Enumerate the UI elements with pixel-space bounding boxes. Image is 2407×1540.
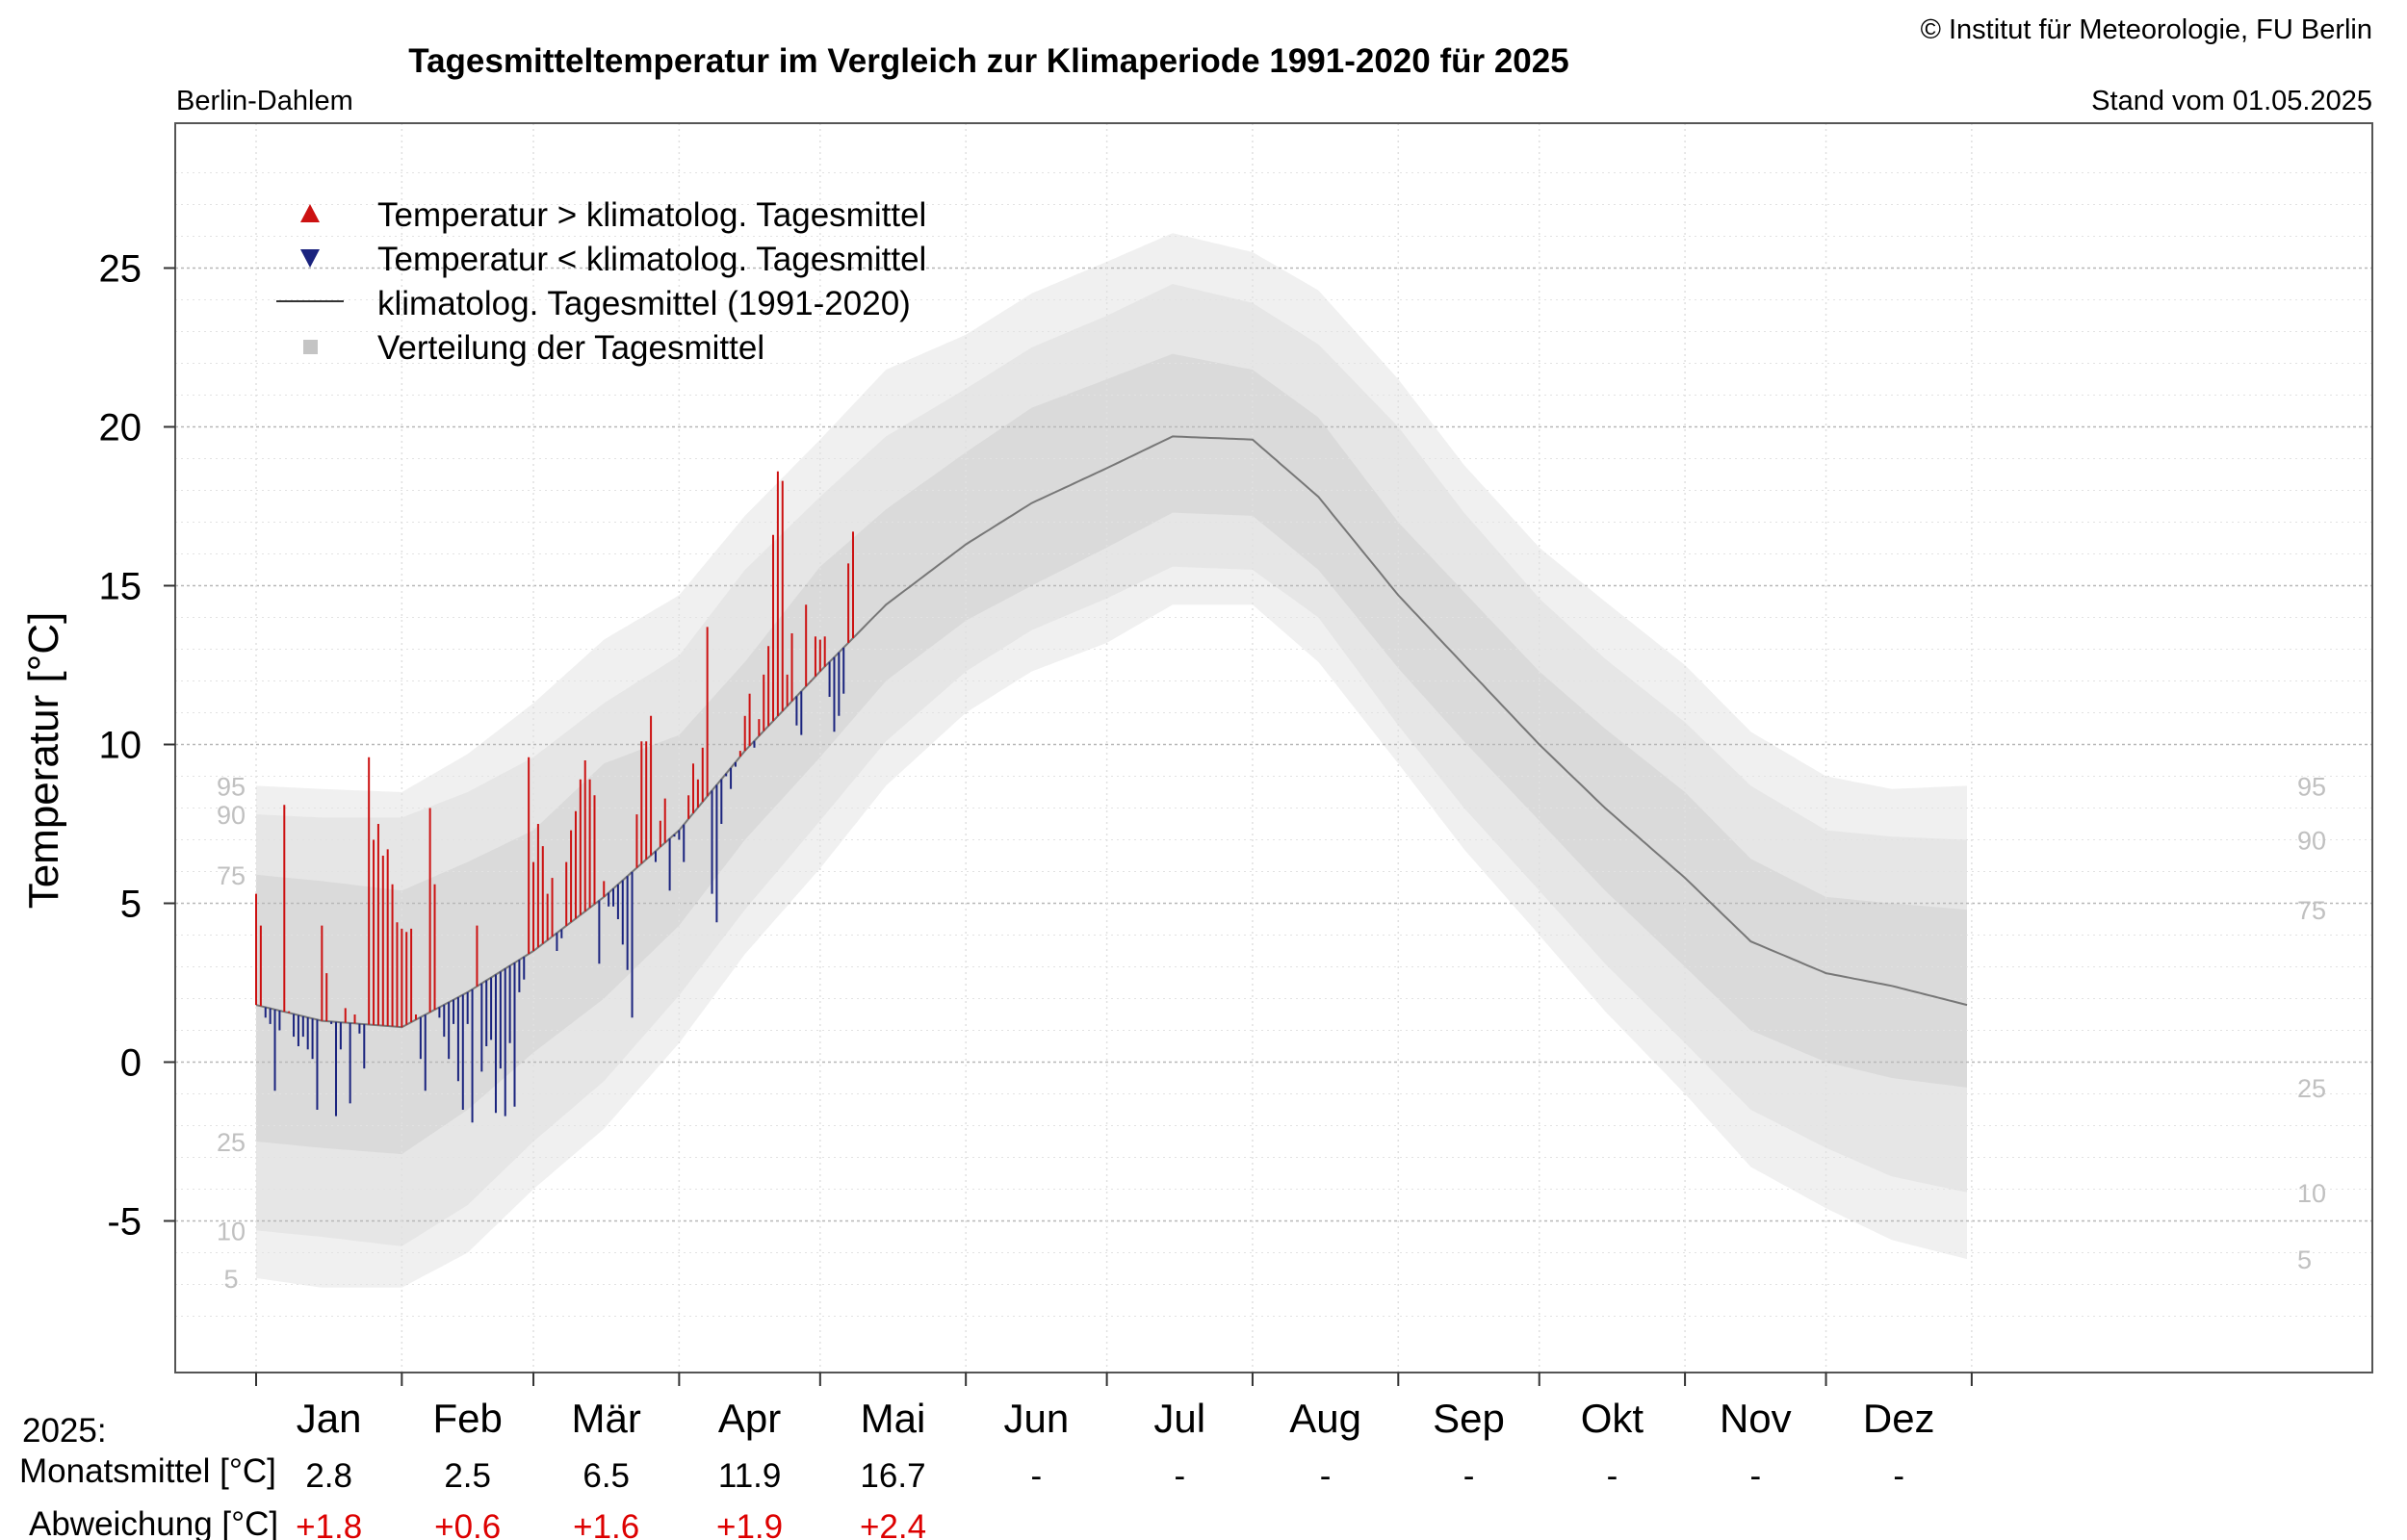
monthly-deviation-value: +1.6 <box>573 1508 639 1540</box>
percentile-label-right: 10 <box>2297 1179 2326 1208</box>
y-tick-label: 5 <box>120 884 142 926</box>
month-label: Jan <box>297 1396 362 1441</box>
monthly-mean-value: - <box>1893 1457 1904 1495</box>
percentile-label-right: 25 <box>2297 1074 2326 1103</box>
monthly-mean-value: 2.5 <box>444 1457 491 1495</box>
monthly-mean-value: - <box>1607 1457 1618 1495</box>
month-label: Nov <box>1720 1396 1792 1441</box>
monthly-summary: 2025: Monatsmittel [°C] Abweichung [°C] … <box>19 1412 1904 1540</box>
band-25-75 <box>256 353 1967 1155</box>
monthly-mean-value: 2.8 <box>305 1457 352 1495</box>
climatology-line <box>255 435 1968 1029</box>
y-tick-label: 0 <box>120 1042 142 1085</box>
plot-area <box>174 122 2373 1373</box>
legend-dist-label: Verteilung der Tagesmittel <box>377 329 764 367</box>
month-label: Apr <box>718 1396 781 1441</box>
month-label: Dez <box>1863 1396 1935 1441</box>
monthly-deviation-value: +0.6 <box>434 1508 501 1540</box>
percentile-label-left: 10 <box>217 1217 246 1245</box>
y-axis-label: Temperatur [°C] <box>20 612 67 910</box>
stand-label: Stand vom 01.05.2025 <box>2091 86 2372 116</box>
percentile-label-left: 25 <box>217 1128 246 1157</box>
legend: Temperatur > klimatolog. Tagesmittel Tem… <box>276 196 926 367</box>
percentile-label-left: 75 <box>217 861 246 890</box>
band-5-95 <box>256 233 1967 1288</box>
x-axis: Jan Feb Mär Apr Mai Jun Jul Aug Sep Okt Nov Dez <box>255 1373 1973 1441</box>
y-tick-label: 20 <box>99 407 142 449</box>
monthly-mean-label: Monatsmittel [°C] <box>19 1452 276 1490</box>
y-axis-ticks: -5 0 5 10 15 20 25 <box>99 248 175 1244</box>
monthly-deviation-value: +1.9 <box>716 1508 783 1540</box>
legend-above-label: Temperatur > klimatolog. Tagesmittel <box>377 196 926 234</box>
month-label: Sep <box>1433 1396 1505 1441</box>
percentile-bands <box>256 233 1967 1288</box>
percentile-label-right: 90 <box>2297 827 2326 856</box>
chart-title: Tagesmitteltemperatur im Vergleich zur K… <box>408 42 1568 80</box>
month-label: Jul <box>1153 1396 1205 1441</box>
monthly-deviation-value: +1.8 <box>296 1508 362 1540</box>
y-tick-label: 15 <box>99 566 142 608</box>
month-label: Aug <box>1289 1396 1361 1441</box>
percentile-labels-right: 95 90 75 25 10 5 <box>2297 772 2326 1274</box>
plot-frame <box>174 122 2373 1373</box>
monthly-values: 2.8 +1.8 2.5 +0.6 6.5 +1.6 11.9 +1.9 16.7 +2.4 - - -… <box>296 1457 1904 1540</box>
monthly-mean-value: - <box>1320 1457 1332 1495</box>
percentile-label-left: 5 <box>223 1265 238 1294</box>
copyright-text: © Institut für Meteorologie, FU Berlin <box>1921 14 2372 45</box>
legend-clim-label: klimatolog. Tagesmittel (1991-2020) <box>377 285 911 322</box>
month-label: Mai <box>861 1396 926 1441</box>
y-tick-label: 25 <box>99 248 142 291</box>
percentile-label-right: 95 <box>2297 772 2326 801</box>
monthly-mean-value: - <box>1463 1457 1475 1495</box>
monthly-mean-value: 6.5 <box>582 1457 630 1495</box>
percentile-label-left: 90 <box>217 801 246 830</box>
monthly-mean-value: - <box>1174 1457 1185 1495</box>
year-label: 2025: <box>22 1412 107 1450</box>
station-label: Berlin-Dahlem <box>176 86 353 116</box>
monthly-mean-value: 11.9 <box>718 1457 782 1495</box>
y-tick-label: 10 <box>99 725 142 767</box>
monthly-mean-value: - <box>1749 1457 1761 1495</box>
triangle-up-icon <box>300 204 320 222</box>
deviation-label: Abweichung [°C] <box>29 1505 278 1540</box>
month-label: Jun <box>1004 1396 1070 1441</box>
triangle-down-icon <box>300 249 320 268</box>
monthly-mean-value: - <box>1031 1457 1043 1495</box>
square-icon <box>303 340 318 354</box>
month-label: Mär <box>572 1396 641 1441</box>
month-label: Feb <box>432 1396 502 1441</box>
legend-below-label: Temperatur < klimatolog. Tagesmittel <box>377 241 926 278</box>
monthly-mean-value: 16.7 <box>860 1457 925 1495</box>
daily-bars <box>255 471 854 1123</box>
percentile-label-left: 95 <box>217 772 246 801</box>
monthly-deviation-value: +2.4 <box>860 1508 926 1540</box>
y-tick-label: -5 <box>107 1201 142 1244</box>
percentile-label-right: 5 <box>2297 1245 2312 1274</box>
percentile-label-right: 75 <box>2297 896 2326 925</box>
month-label: Okt <box>1581 1396 1644 1441</box>
